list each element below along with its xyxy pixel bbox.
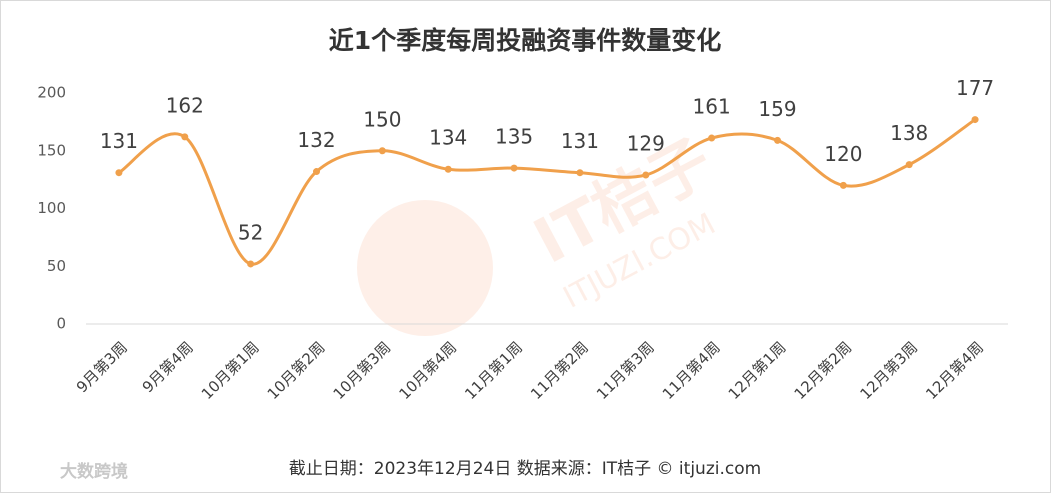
- data-label: 135: [495, 125, 533, 149]
- y-tick-label: 200: [37, 84, 66, 102]
- data-label: 177: [956, 76, 994, 100]
- data-label: 134: [429, 126, 467, 150]
- point: [247, 260, 255, 268]
- data-label: 161: [693, 95, 731, 119]
- data-label: 162: [166, 93, 204, 117]
- y-tick-label: 50: [47, 257, 66, 275]
- point: [839, 181, 847, 189]
- data-label: 52: [238, 220, 263, 244]
- watermark: IT桔子 ITJUZI.COM: [357, 124, 724, 336]
- point: [378, 147, 386, 155]
- y-tick-label: 150: [37, 141, 66, 159]
- point: [181, 133, 189, 141]
- corner-logo: 大数跨境: [60, 461, 128, 482]
- chart-title: 近1个季度每周投融资事件数量变化: [329, 26, 721, 55]
- point: [510, 164, 518, 172]
- point: [313, 168, 320, 176]
- y-tick-label: 100: [37, 199, 66, 217]
- point: [971, 116, 979, 124]
- point: [444, 165, 452, 173]
- line: [118, 118, 976, 266]
- data-label: 129: [627, 132, 665, 156]
- data-label: 120: [824, 142, 862, 166]
- data-label: 150: [363, 107, 401, 131]
- point: [642, 171, 650, 179]
- data-label: 159: [758, 97, 796, 121]
- point: [905, 161, 913, 169]
- watermark-logo: [357, 200, 493, 336]
- data-label: 131: [561, 129, 599, 153]
- point: [774, 136, 781, 144]
- point: [576, 169, 584, 177]
- point: [708, 134, 716, 142]
- y-tick-label: 0: [56, 315, 66, 333]
- point: [115, 169, 123, 177]
- data-label: 138: [890, 121, 928, 145]
- data-label: 132: [297, 128, 335, 152]
- data-label: 131: [100, 129, 138, 153]
- footnote: 截止日期：2023年12月24日 数据来源：IT桔子 © itjuzi.com: [289, 459, 761, 479]
